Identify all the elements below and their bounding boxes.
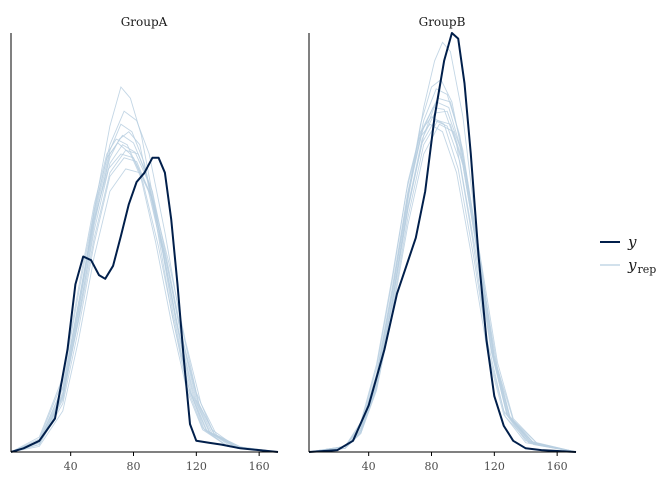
legend-label-yrep-subscript: rep xyxy=(637,263,656,276)
x-tick-label: 40 xyxy=(362,460,376,473)
x-tick-label: 160 xyxy=(547,460,568,473)
legend-label-yrep: yrep xyxy=(627,256,656,276)
yrep-line-8 xyxy=(308,123,577,453)
yrep-line-8 xyxy=(10,138,279,453)
x-tick-label: 40 xyxy=(64,460,78,473)
yrep-line-1 xyxy=(308,41,577,453)
yrep-line-11 xyxy=(308,78,577,453)
yrep-line-11 xyxy=(10,168,279,453)
yrep-line-9 xyxy=(308,101,577,453)
legend-label-yrep-main: y xyxy=(627,256,637,274)
x-tick-label: 120 xyxy=(186,460,207,473)
yrep-line-12 xyxy=(308,119,577,453)
yrep-line-10 xyxy=(308,123,577,453)
panel-group-a: GroupA 40 80 120 160 xyxy=(10,15,279,473)
panel-group-b: GroupB 40 80 120 160 xyxy=(308,15,577,473)
yrep-line-7 xyxy=(308,106,577,453)
x-tick-label: 80 xyxy=(425,460,439,473)
yrep-line-3 xyxy=(308,97,577,453)
yrep-line-10 xyxy=(10,144,279,453)
y-observed-line xyxy=(308,32,577,453)
yrep-line-6 xyxy=(10,123,279,453)
x-tick-label: 120 xyxy=(484,460,505,473)
yrep-line-6 xyxy=(308,119,577,453)
yrep-line-9 xyxy=(10,131,279,453)
y-observed-line xyxy=(10,156,279,453)
yrep-line-4 xyxy=(10,142,279,453)
x-tick-label: 160 xyxy=(249,460,270,473)
group-b-yrep-lines xyxy=(308,41,577,453)
legend-label-y: y xyxy=(627,233,637,251)
group-b-x-ticks: 40 80 120 160 xyxy=(362,452,568,473)
group-a-yrep-lines xyxy=(10,86,279,453)
panel-title-group-b: GroupB xyxy=(419,15,466,29)
yrep-line-12 xyxy=(10,153,279,453)
group-b-y-line xyxy=(308,32,577,453)
x-tick-label: 80 xyxy=(127,460,141,473)
yrep-line-2 xyxy=(308,88,577,453)
panel-title-group-a: GroupA xyxy=(121,15,168,29)
group-a-x-ticks: 40 80 120 160 xyxy=(64,452,270,473)
yrep-line-5 xyxy=(308,116,577,453)
yrep-line-4 xyxy=(308,110,577,453)
group-a-y-line xyxy=(10,156,279,453)
yrep-line-7 xyxy=(10,157,279,453)
legend: y yrep xyxy=(600,233,656,276)
